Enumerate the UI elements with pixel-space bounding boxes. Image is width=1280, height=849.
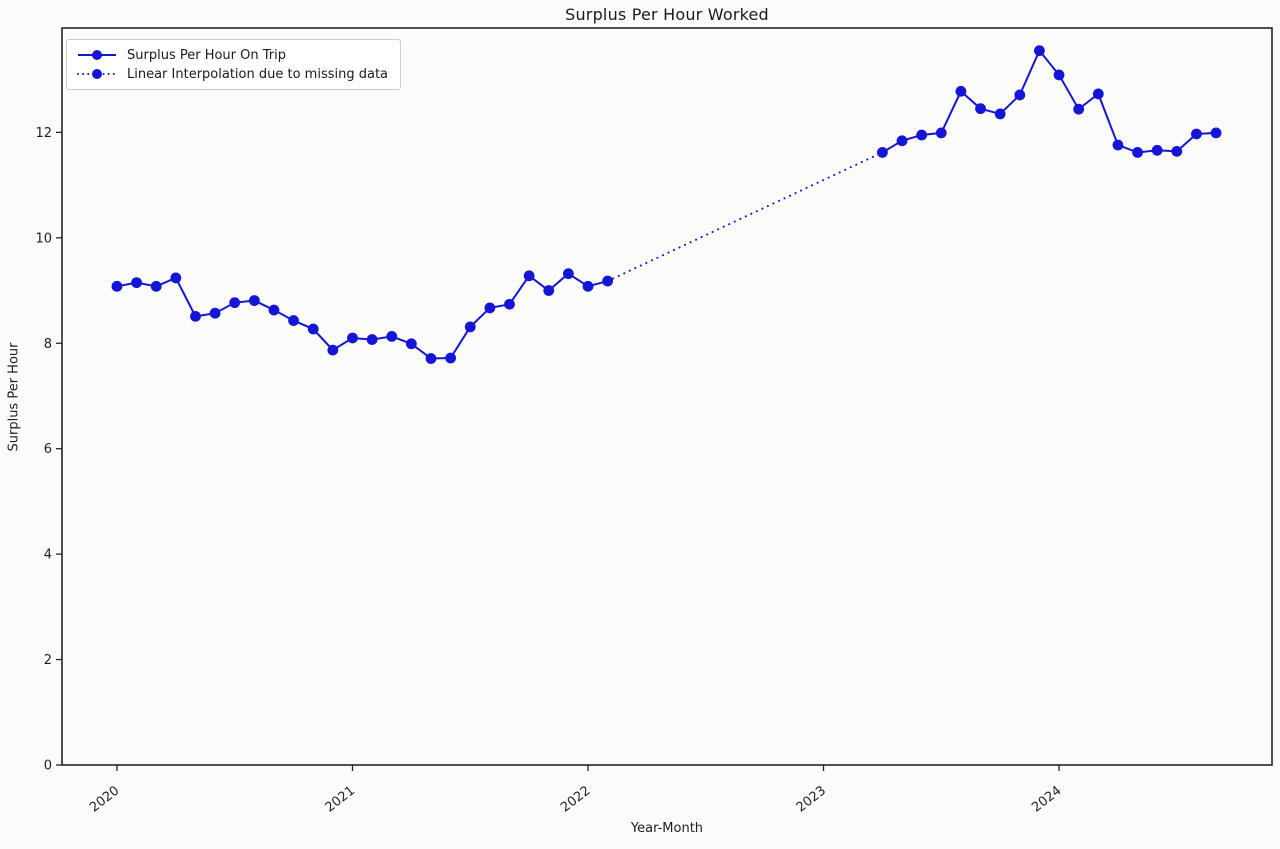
data-point-marker [327,344,339,356]
data-point-marker [1092,88,1104,100]
data-point-marker [307,323,319,335]
data-point-marker [582,280,594,292]
data-point-marker [562,268,574,280]
x-tick-label: 2024 [1029,783,1064,815]
data-point-marker [1034,45,1045,57]
data-point-marker [111,280,123,292]
x-tick-label: 2022 [558,783,593,815]
data-point-marker [543,285,555,296]
data-point-marker [1053,69,1065,81]
data-point-marker [190,310,201,322]
data-point-marker [229,297,241,309]
data-point-marker [1014,89,1026,101]
data-point-marker [504,298,515,310]
x-tick-label: 2021 [323,783,358,815]
data-point-marker [386,331,398,342]
y-tick-label: 12 [35,126,52,141]
data-point-marker [366,334,378,345]
data-point-marker [170,272,182,284]
x-axis-label: Year-Month [630,821,704,836]
data-point-marker [405,338,417,350]
data-point-marker [1112,139,1124,151]
data-point-marker [268,304,280,316]
data-point-marker [935,127,947,139]
y-tick-label: 10 [35,231,52,246]
chart-title: Surplus Per Hour Worked [565,5,769,24]
y-axis-label: Surplus Per Hour [6,342,22,452]
solid-line-marker-icon [78,50,116,60]
y-tick-label: 6 [44,442,52,457]
y-tick-label: 2 [44,653,52,668]
data-point-marker [523,270,535,282]
y-tick-label: 4 [44,548,52,563]
data-point-marker [288,315,299,326]
data-point-marker [445,352,457,364]
data-point-marker [425,353,437,364]
surplus-line [881,48,1217,154]
y-tick-label: 0 [44,759,52,774]
data-point-marker [1151,144,1163,156]
data-point-marker [209,307,221,319]
data-point-marker [994,108,1006,120]
x-tick-label: 2023 [794,783,829,815]
data-point-marker [1191,128,1202,140]
data-point-marker [1132,147,1143,158]
plot-border [61,27,1273,766]
x-tick-label: 2020 [87,783,122,815]
data-point-marker [347,332,358,344]
interpolation-line [606,151,884,283]
data-point-marker [150,280,162,292]
legend-label-surplus: Surplus Per Hour On Trip [127,47,286,63]
data-point-marker [464,321,476,333]
data-point-marker [975,103,986,115]
legend: Surplus Per Hour On Trip Linear Interpol… [66,39,402,90]
data-point-marker [131,277,142,289]
legend-item-interpolation: Linear Interpolation due to missing data [76,66,388,82]
legend-item-surplus: Surplus Per Hour On Trip [76,47,388,63]
y-tick-label: 8 [44,337,52,352]
data-point-marker [248,295,260,306]
data-point-marker [955,85,967,97]
data-point-marker [916,129,928,141]
data-point-marker [484,302,496,314]
legend-label-interpolation: Linear Interpolation due to missing data [127,66,389,82]
data-point-marker [1073,103,1085,115]
dotted-line-marker-icon [77,69,117,79]
data-point-marker [896,135,908,147]
data-point-marker [1171,145,1183,157]
data-point-marker [1210,127,1222,139]
data-point-marker [877,147,888,158]
